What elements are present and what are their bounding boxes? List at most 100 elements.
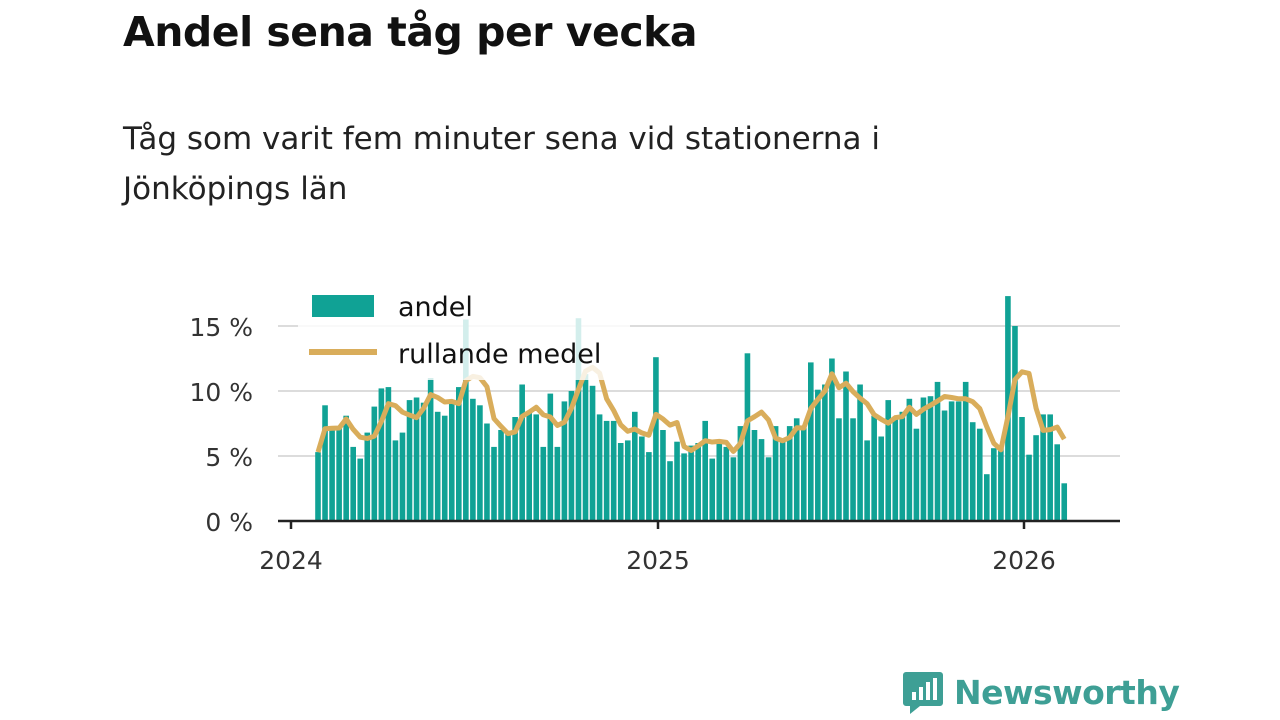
bar: [639, 436, 645, 521]
bar: [646, 452, 652, 521]
bar: [491, 446, 497, 521]
bar: [434, 411, 441, 521]
bar: [315, 452, 321, 521]
bar: [1061, 483, 1068, 521]
bar: [1033, 435, 1039, 521]
bar: [533, 414, 540, 521]
bar: [624, 440, 631, 521]
y-tick-label: 0 %: [205, 508, 253, 537]
bar: [941, 410, 948, 521]
bar: [660, 430, 666, 521]
bar: [885, 400, 892, 521]
bar: [815, 389, 821, 521]
bar: [878, 436, 884, 521]
bar: [540, 446, 547, 521]
bar: [836, 418, 842, 521]
bar: [1026, 454, 1032, 521]
y-tick-label: 15 %: [189, 313, 253, 342]
bar: [582, 374, 589, 521]
bar: [765, 457, 772, 521]
bar: [1019, 417, 1025, 521]
bar: [329, 427, 335, 521]
bar: [751, 430, 758, 521]
bar: [371, 406, 378, 521]
bar: [948, 401, 955, 521]
bar: [554, 446, 561, 521]
bar: [892, 418, 899, 521]
bar: [899, 411, 906, 521]
bar: [927, 396, 934, 521]
logo-icon: [903, 672, 943, 714]
bar: [822, 384, 828, 521]
bar: [456, 387, 462, 521]
bar: [786, 426, 793, 521]
bar: [758, 439, 765, 521]
bar: [991, 448, 997, 521]
bar: [526, 413, 532, 521]
bar: [800, 427, 807, 521]
bar: [596, 414, 603, 521]
bar: [906, 398, 913, 521]
bar: [744, 353, 751, 521]
bar: [413, 397, 420, 521]
bar: [406, 400, 413, 521]
bar: [617, 443, 624, 521]
bar: [984, 474, 990, 521]
y-tick-label: 5 %: [205, 443, 253, 472]
bar: [568, 391, 575, 521]
bar: [829, 358, 835, 521]
rolling-average-line: [315, 364, 1067, 454]
bar: [1047, 414, 1053, 521]
bar: [498, 430, 504, 521]
bar: [737, 426, 744, 521]
bar: [505, 433, 511, 521]
x-tick-label: 2025: [626, 546, 690, 575]
x-tick-label: 2026: [992, 546, 1056, 575]
bar: [470, 398, 476, 521]
bar: [392, 440, 399, 521]
bar: [716, 443, 723, 521]
bar: [998, 448, 1004, 521]
bar: [427, 378, 434, 521]
bar: [343, 415, 349, 521]
bar: [723, 446, 730, 521]
bar: [519, 384, 525, 521]
bar: [399, 432, 406, 521]
bar: [1012, 326, 1018, 521]
bar: [674, 441, 680, 521]
chart-subtitle: Tåg som varit fem minuter sena vid stati…: [123, 121, 880, 207]
bar: [610, 420, 617, 521]
bar: [385, 387, 392, 521]
bar: [589, 385, 596, 521]
bar: [702, 420, 708, 521]
bar: [441, 415, 448, 521]
bar: [561, 401, 568, 521]
bar: [681, 453, 687, 521]
bar: [603, 420, 610, 521]
bar: [779, 440, 786, 521]
bar: [1040, 414, 1046, 521]
bar: [350, 446, 356, 521]
legend-label-rullande-medel: rullande medel: [398, 339, 601, 370]
bar: [364, 432, 371, 521]
bar: [955, 401, 962, 521]
bar: [969, 422, 976, 521]
legend: andel rullande medel: [298, 284, 630, 380]
bar: [420, 402, 427, 521]
legend-label-andel: andel: [398, 292, 473, 323]
bar: [378, 388, 385, 521]
bar: [920, 397, 927, 521]
logo-text: Newsworthy: [954, 672, 1180, 712]
bar: [688, 445, 694, 521]
bar: [913, 428, 920, 521]
x-tick-label: 2024: [259, 546, 323, 575]
bar: [871, 415, 877, 521]
bar: [632, 411, 638, 521]
bar: [850, 418, 856, 521]
bar: [512, 417, 518, 521]
bar: [448, 400, 455, 521]
chart-title: Andel sena tåg per vecka: [123, 8, 698, 56]
bar: [793, 418, 800, 521]
bar: [709, 458, 716, 521]
